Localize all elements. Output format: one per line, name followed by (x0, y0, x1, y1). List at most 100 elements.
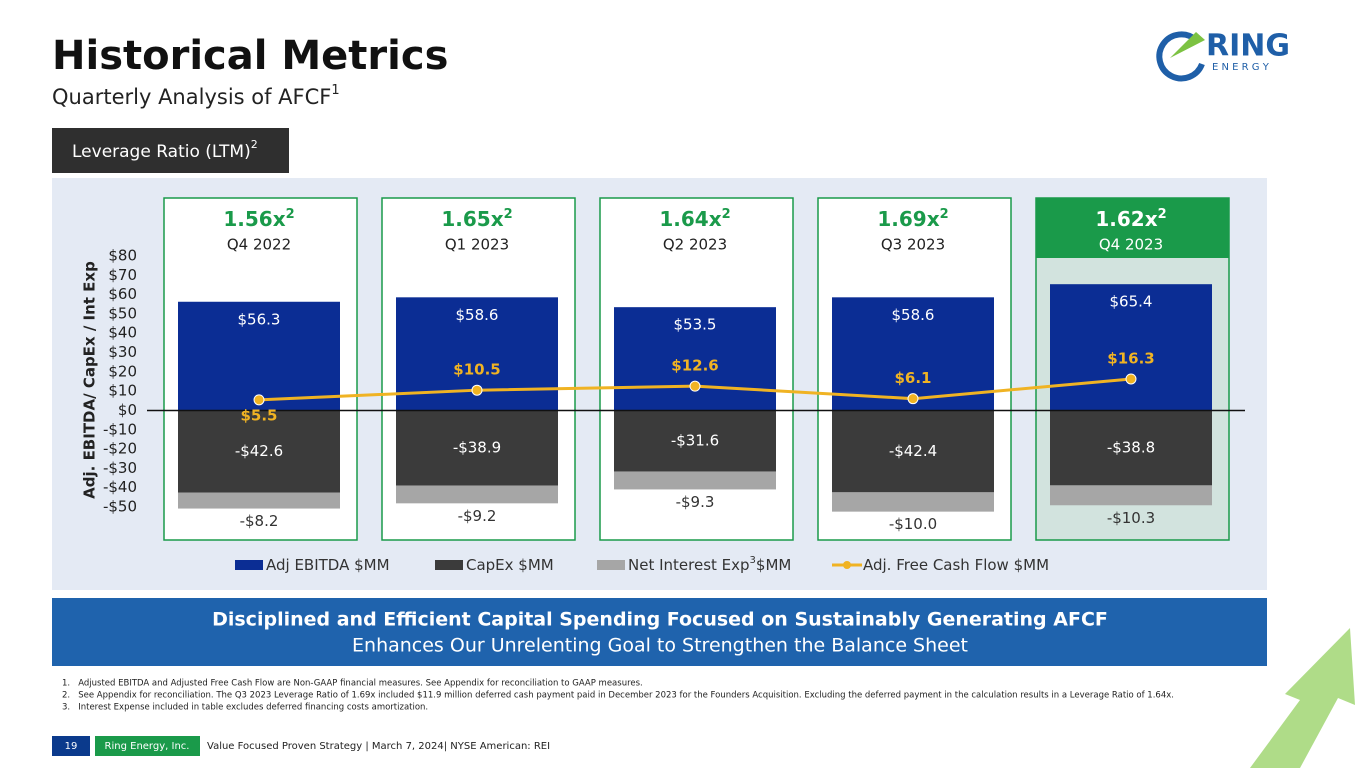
legend-sup: 3 (750, 555, 756, 566)
legend-label: Net Interest Exp3$MM (628, 555, 791, 574)
y-tick-label: -$40 (103, 478, 137, 496)
y-tick-label: $30 (108, 343, 137, 361)
y-tick-label: $0 (118, 401, 137, 419)
legend-name: Adj EBITDA $MM (266, 556, 390, 574)
leverage-tab (52, 128, 289, 173)
bar (614, 410, 776, 472)
bar (396, 410, 558, 486)
subtitle: Quarterly Analysis of AFCF1 (52, 83, 340, 110)
bar (178, 301, 340, 411)
y-tick-label: $60 (108, 285, 137, 303)
footnote: 1. Adjusted EBITDA and Adjusted Free Cas… (62, 679, 643, 689)
company-name: Ring Energy, Inc. (105, 741, 190, 752)
y-axis-label: Adj. EBITDA/ CapEx / Int Exp (81, 261, 99, 499)
page-box (52, 736, 90, 756)
y-tick-label: -$10 (103, 420, 137, 438)
leverage-sup: 2 (722, 207, 731, 222)
leverage-tab-text: Leverage Ratio (LTM)2 (72, 138, 258, 162)
legend-swatch (435, 560, 463, 570)
leverage-value-text: 1.64x (659, 207, 721, 231)
leverage-sup: 2 (940, 207, 949, 222)
bar (1050, 485, 1212, 506)
leverage-value-text: 1.65x (441, 207, 503, 231)
legend-name: Net Interest Exp (628, 556, 750, 574)
value-label: $12.6 (671, 357, 718, 375)
x-tick-label: Q3 2023 (881, 236, 945, 254)
y-tick-label: -$30 (103, 459, 137, 477)
logo-ring (1156, 31, 1205, 82)
bar (1050, 284, 1212, 411)
value-label: $16.3 (1107, 349, 1154, 367)
legend-name: Adj. Free Cash Flow $MM (863, 556, 1049, 574)
logo-arrow (1170, 32, 1205, 58)
footer-text: Value Focused Proven Strategy | March 7,… (207, 741, 550, 752)
bar (178, 410, 340, 493)
logo-sub: E N E R G Y (1212, 62, 1270, 73)
value-label: -$9.2 (458, 507, 497, 525)
leverage-value: 1.69x2 (877, 207, 948, 231)
leverage-value: 1.65x2 (441, 207, 512, 231)
y-tick-label: $20 (108, 362, 137, 380)
company-box (95, 736, 200, 756)
point (907, 393, 919, 405)
quarter-box-header (1036, 198, 1229, 258)
bar (1050, 410, 1212, 486)
value-label: -$31.6 (671, 431, 719, 449)
legend-swatch (235, 560, 263, 570)
decor-arrow (1250, 628, 1355, 768)
banner-subtitle: Enhances Our Unrelenting Goal to Strengt… (352, 635, 968, 657)
legend-name: CapEx $MM (466, 556, 554, 574)
banner-title: Disciplined and Efficient Capital Spendi… (212, 609, 1108, 631)
bar (832, 297, 994, 411)
legend-label: Adj EBITDA $MM (266, 556, 390, 574)
leverage-value: 1.64x2 (659, 207, 730, 231)
bar (396, 485, 558, 504)
leverage-tab-sup: 2 (251, 138, 258, 151)
value-label: -$42.6 (235, 442, 283, 460)
bar (614, 471, 776, 490)
leverage-sup: 2 (1158, 207, 1167, 222)
bar (832, 492, 994, 512)
value-label: -$9.3 (676, 493, 715, 511)
bar (832, 410, 994, 493)
legend-swatch (597, 560, 625, 570)
legend-label: Adj. Free Cash Flow $MM (863, 556, 1049, 574)
y-tick-label: $50 (108, 304, 137, 322)
value-label: $65.4 (1110, 293, 1153, 311)
value-label: $58.6 (456, 306, 499, 324)
bar (614, 307, 776, 411)
point (471, 384, 483, 396)
legend-label: CapEx $MM (466, 556, 554, 574)
y-tick-label: $70 (108, 266, 137, 284)
value-label: $58.6 (892, 306, 935, 324)
leverage-value-text: 1.62x (1095, 207, 1157, 231)
title: Historical Metrics (52, 33, 448, 79)
y-tick-label: $80 (108, 247, 137, 265)
x-tick-label: Q4 2023 (1099, 236, 1163, 254)
leverage-value-text: 1.56x (223, 207, 285, 231)
point (253, 394, 265, 406)
leverage-sup: 2 (504, 207, 513, 222)
y-tick-label: $10 (108, 382, 137, 400)
footnote: 3. Interest Expense included in table ex… (62, 703, 428, 713)
leverage-tab-label: Leverage Ratio (LTM) (72, 142, 251, 162)
leverage-sup: 2 (286, 207, 295, 222)
value-label: $6.1 (894, 369, 931, 387)
y-tick-label: -$20 (103, 440, 137, 458)
leverage-value: 1.62x2 (1095, 207, 1166, 231)
value-label: -$10.0 (889, 515, 937, 533)
footnote: 2. See Appendix for reconciliation. The … (62, 691, 1174, 701)
x-tick-label: Q2 2023 (663, 236, 727, 254)
value-label: -$38.8 (1107, 438, 1155, 456)
value-label: -$38.9 (453, 439, 501, 457)
leverage-value: 1.56x2 (223, 207, 294, 231)
point (1125, 373, 1137, 385)
point (689, 380, 701, 392)
value-label: $10.5 (453, 361, 500, 379)
leverage-value-text: 1.69x (877, 207, 939, 231)
value-label: $5.5 (240, 406, 277, 424)
value-label: -$42.4 (889, 442, 937, 460)
subtitle-sup: 1 (331, 83, 339, 98)
